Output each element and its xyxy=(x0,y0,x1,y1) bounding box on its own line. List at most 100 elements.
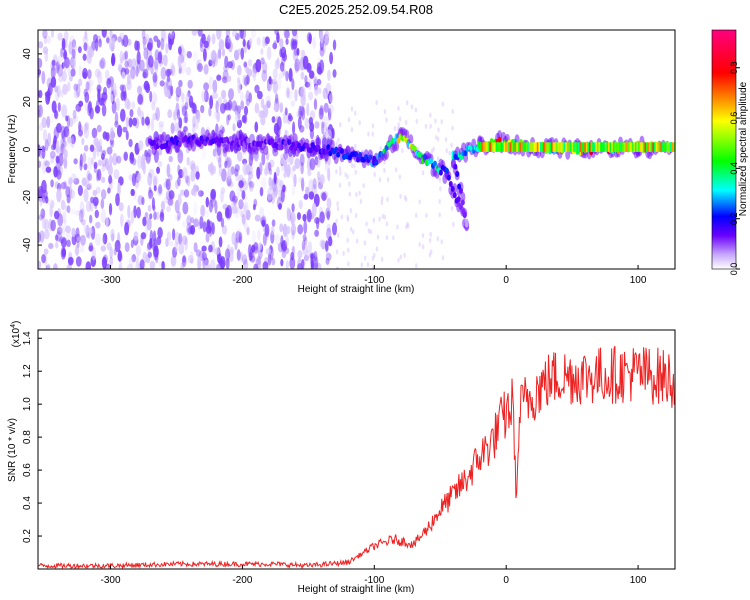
noise-blob xyxy=(256,166,261,180)
noise-blob xyxy=(294,158,301,170)
signal-halo xyxy=(167,144,173,155)
noise-blob xyxy=(65,225,72,234)
noise-blob xyxy=(353,163,356,169)
noise-blob xyxy=(304,75,308,84)
noise-blob xyxy=(245,209,251,221)
carrier-band-sample xyxy=(500,142,503,152)
carrier-band-sample xyxy=(570,142,573,152)
noise-blob xyxy=(308,70,315,79)
noise-blob xyxy=(291,40,298,50)
noise-blob xyxy=(60,181,67,190)
noise-blob xyxy=(268,178,274,190)
carrier-band-sample xyxy=(652,142,655,152)
carrier-band-sample xyxy=(669,142,672,152)
noise-blob xyxy=(104,263,111,269)
noise-blob xyxy=(61,104,68,118)
carrier-band-sample xyxy=(642,142,645,152)
noise-blob xyxy=(149,90,153,103)
noise-blob xyxy=(260,98,265,109)
noise-blob xyxy=(131,253,137,263)
signal-halo xyxy=(345,145,351,156)
noise-blob xyxy=(38,68,42,76)
noise-blob xyxy=(231,232,236,245)
noise-blob xyxy=(188,95,194,108)
snr-x-label: Height of straight line (km) xyxy=(298,584,415,595)
noise-blob xyxy=(375,246,379,252)
noise-blob xyxy=(82,152,87,164)
noise-blob xyxy=(449,165,452,171)
noise-blob xyxy=(274,93,279,104)
noise-blob xyxy=(177,150,183,157)
noise-blob xyxy=(300,177,305,192)
noise-blob xyxy=(165,190,172,201)
carrier-band-sample xyxy=(530,142,533,152)
noise-blob xyxy=(242,38,246,48)
noise-blob xyxy=(283,30,290,39)
noise-blob xyxy=(291,78,295,91)
noise-blob xyxy=(73,90,80,99)
noise-blob xyxy=(414,270,416,275)
noise-blob xyxy=(110,93,114,103)
noise-blob xyxy=(60,47,64,58)
noise-blob xyxy=(38,104,43,118)
noise-blob xyxy=(157,186,163,197)
noise-blob xyxy=(221,224,228,235)
noise-blob xyxy=(75,227,80,238)
carrier-band-sample xyxy=(513,142,516,152)
signal-halo xyxy=(452,183,458,194)
noise-blob xyxy=(310,253,314,268)
noise-blob xyxy=(241,115,247,124)
noise-blob xyxy=(319,239,326,248)
noise-blob xyxy=(78,64,82,77)
carrier-band-sample xyxy=(554,142,557,152)
noise-blob xyxy=(252,71,257,82)
noise-blob xyxy=(231,206,236,215)
noise-blob xyxy=(299,105,305,117)
carrier-band-sample xyxy=(528,142,531,152)
noise-blob xyxy=(56,226,63,235)
noise-blob xyxy=(102,254,108,265)
noise-blob xyxy=(426,285,428,290)
signal-sample xyxy=(304,142,309,149)
noise-blob xyxy=(38,260,42,269)
noise-blob xyxy=(249,180,253,188)
noise-blob xyxy=(336,206,340,212)
noise-blob xyxy=(326,210,331,221)
signal-halo xyxy=(461,142,467,153)
noise-blob xyxy=(57,165,64,176)
noise-blob xyxy=(83,122,88,134)
noise-blob xyxy=(319,174,325,185)
noise-blob xyxy=(129,109,134,118)
noise-blob xyxy=(41,146,46,160)
noise-blob xyxy=(231,30,238,37)
noise-blob xyxy=(139,259,145,269)
carrier-band-sample xyxy=(623,142,626,152)
noise-blob xyxy=(305,186,310,195)
noise-blob xyxy=(60,143,65,156)
noise-blob xyxy=(249,248,254,261)
noise-blob xyxy=(313,255,319,269)
noise-blob xyxy=(46,263,51,269)
noise-blob xyxy=(53,210,60,220)
noise-blob xyxy=(192,115,197,128)
noise-blob xyxy=(65,186,71,198)
noise-blob xyxy=(203,63,209,75)
noise-blob xyxy=(113,168,120,180)
carrier-band-sample xyxy=(582,142,585,152)
noise-blob xyxy=(146,42,153,51)
noise-blob xyxy=(226,114,230,126)
noise-blob xyxy=(373,172,376,178)
carrier-band-sample xyxy=(525,142,528,152)
noise-blob xyxy=(326,223,331,233)
colorbar-tick-label: 0.6 xyxy=(729,112,739,125)
noise-blob xyxy=(294,58,301,72)
noise-blob xyxy=(314,156,319,166)
noise-blob xyxy=(103,86,107,96)
noise-blob xyxy=(335,249,339,255)
noise-blob xyxy=(262,36,266,48)
noise-blob xyxy=(324,161,331,172)
noise-blob xyxy=(130,66,136,80)
noise-blob xyxy=(202,145,207,160)
noise-blob xyxy=(108,37,114,50)
